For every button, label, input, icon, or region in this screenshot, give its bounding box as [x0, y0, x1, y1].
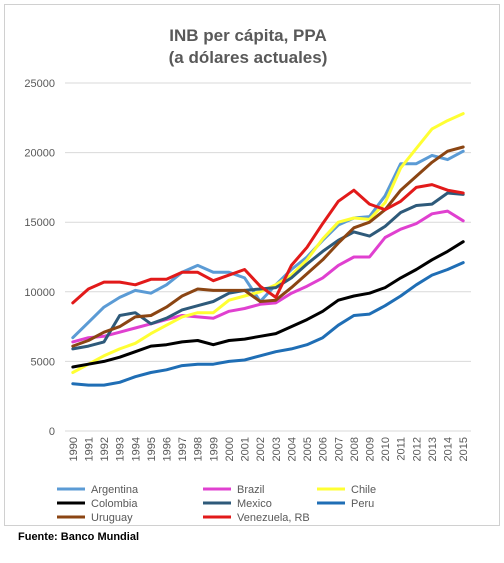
x-tick-label-1990: 1990	[68, 437, 80, 461]
x-tick-label-2006: 2006	[318, 437, 330, 461]
x-tick-label-2009: 2009	[365, 437, 377, 461]
series-line-0	[71, 149, 465, 340]
x-tick-label-2013: 2013	[427, 437, 439, 461]
chart-title-line-1: INB per cápita, PPA	[169, 26, 326, 45]
x-axis-ticks: 1990 1991 1992 1993 1994 1995 1996 1997 1998 1999…	[68, 437, 470, 461]
x-tick-label-2004: 2004	[286, 437, 298, 461]
series-line-7	[71, 183, 465, 305]
x-tick-label-2014: 2014	[443, 437, 455, 461]
x-tick-label-1995: 1995	[146, 437, 158, 461]
y-tick-label-20000: 20000	[24, 148, 55, 160]
legend-label-6: Uruguay	[91, 512, 133, 524]
x-tick-label-1992: 1992	[99, 437, 111, 461]
line-chart: INB per cápita, PPA (a dólares actuales)…	[24, 26, 471, 524]
x-tick-label-1994: 1994	[130, 437, 142, 461]
series-line-4	[71, 191, 465, 351]
y-tick-label-25000: 25000	[24, 78, 55, 90]
x-tick-label-2003: 2003	[271, 437, 283, 461]
x-tick-label-2007: 2007	[333, 437, 345, 461]
y-tick-label-10000: 10000	[24, 287, 55, 299]
x-tick-label-2001: 2001	[240, 437, 252, 461]
x-tick-label-2011: 2011	[396, 437, 408, 461]
legend-label-0: Argentina	[91, 484, 139, 496]
legend-label-1: Brazil	[237, 484, 265, 496]
legend-label-4: Mexico	[237, 498, 272, 510]
x-tick-label-1993: 1993	[115, 437, 127, 461]
x-tick-label-2008: 2008	[349, 437, 361, 461]
x-tick-label-2015: 2015	[458, 437, 470, 461]
series-line-6	[71, 145, 465, 348]
x-tick-label-2010: 2010	[380, 437, 392, 461]
x-tick-label-2005: 2005	[302, 437, 314, 461]
legend-label-5: Peru	[351, 498, 374, 510]
x-tick-label-2012: 2012	[411, 437, 423, 461]
x-tick-label-2000: 2000	[224, 437, 236, 461]
y-tick-label-15000: 15000	[24, 217, 55, 229]
y-tick-label-5000: 5000	[31, 356, 55, 368]
series-line-3	[71, 240, 465, 369]
legend-label-7: Venezuela, RB	[237, 512, 310, 524]
series-line-5	[71, 261, 465, 387]
chart-frame: INB per cápita, PPA (a dólares actuales)…	[4, 4, 500, 526]
chart-title-line-2: (a dólares actuales)	[169, 48, 328, 67]
legend: Argentina Brazil Chile Colombia Mexico Peru Ur…	[57, 484, 376, 524]
y-axis-ticks: 0 5000 10000 15000 20000 25000	[24, 78, 55, 438]
x-tick-label-1999: 1999	[208, 437, 220, 461]
legend-label-2: Chile	[351, 484, 376, 496]
y-tick-label-0: 0	[49, 426, 55, 438]
series-line-1	[71, 209, 465, 344]
x-tick-label-1998: 1998	[193, 437, 205, 461]
x-tick-label-2002: 2002	[255, 437, 267, 461]
source-note: Fuente: Banco Mundial	[18, 531, 139, 543]
x-tick-label-1991: 1991	[83, 437, 95, 461]
x-tick-label-1997: 1997	[177, 437, 189, 461]
legend-label-3: Colombia	[91, 498, 138, 510]
series-lines	[71, 112, 465, 387]
x-tick-label-1996: 1996	[162, 437, 174, 461]
